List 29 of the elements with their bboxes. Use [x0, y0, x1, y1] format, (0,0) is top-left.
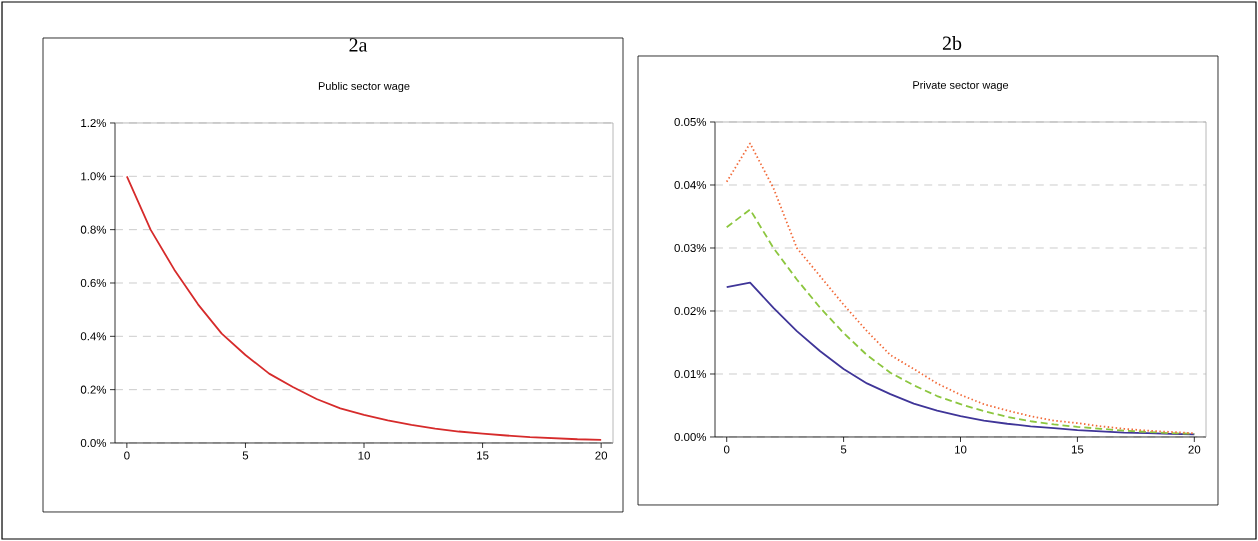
y-tick-label: 0.00% — [674, 432, 707, 442]
y-tick-label: 0.05% — [674, 117, 707, 127]
x-tick-label: 20 — [1188, 445, 1201, 454]
x-tick-label: 0 — [124, 451, 130, 460]
chart-title: 2a — [349, 38, 368, 52]
y-tick-label: 0.6% — [80, 278, 107, 288]
y-tick-label: 0.4% — [80, 332, 107, 341]
x-tick-label: 20 — [595, 451, 608, 460]
chart-subtitle: Private sector wage — [913, 80, 1009, 92]
y-tick-label: 0.04% — [674, 180, 707, 190]
x-tick-label: 0 — [723, 445, 730, 454]
y-tick-label: 0.2% — [80, 385, 107, 394]
y-tick-label: 1.2% — [81, 118, 107, 128]
chart-title: 2b — [942, 35, 962, 50]
y-tick-label: 0.02% — [674, 306, 707, 316]
x-tick-label: 15 — [1071, 445, 1084, 454]
line-series — [725, 281, 1196, 436]
x-tick-label: 5 — [242, 451, 249, 460]
y-tick-label: 0.03% — [674, 243, 707, 253]
x-tick-label: 10 — [955, 445, 967, 454]
x-tick-label: 10 — [358, 451, 370, 460]
y-tick-label: 0.0% — [80, 438, 107, 448]
y-tick-label: 0.8% — [80, 225, 107, 234]
line-series — [725, 142, 1196, 435]
y-tick-label: 1.0% — [81, 172, 107, 181]
x-tick-label: 15 — [477, 451, 489, 460]
y-tick-label: 0.01% — [674, 369, 707, 379]
chart-subtitle: Public sector wage — [318, 81, 410, 93]
x-tick-label: 5 — [840, 445, 847, 454]
